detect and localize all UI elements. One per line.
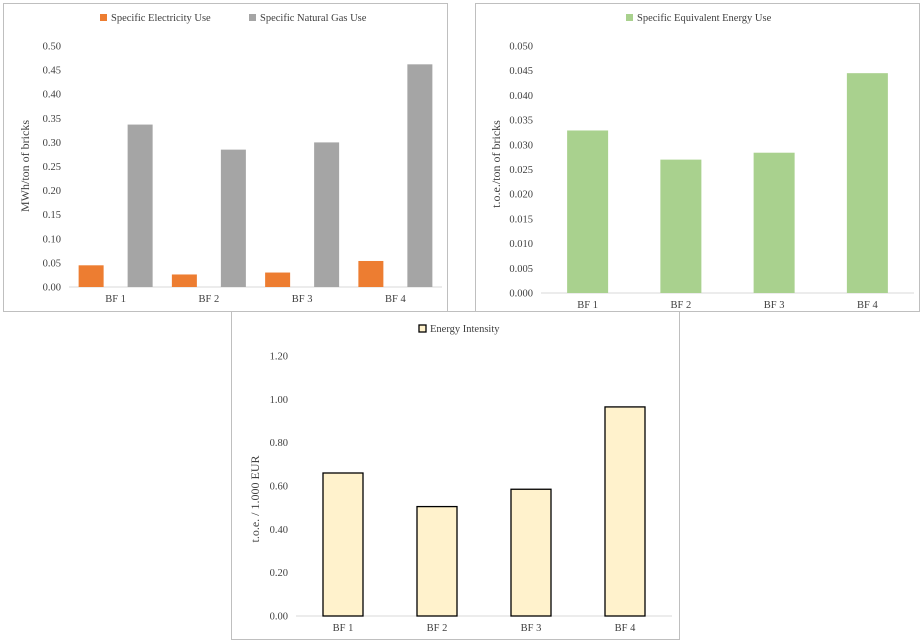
y-tick-label: 0.15 (43, 210, 61, 221)
y-tick-label: 1.20 (270, 352, 288, 363)
y-tick-label: 0.20 (43, 186, 61, 197)
y-axis-title: t.o.e./ton of bricks (489, 120, 503, 208)
y-tick-label: 0.040 (509, 91, 533, 102)
y-tick-label: 0.020 (509, 190, 533, 201)
bar (510, 488, 552, 617)
y-tick-label: 0.30 (43, 138, 61, 149)
bar (407, 64, 433, 287)
chart-svg-3: 0.00 0.20 0.40 0.60 0.80 1.00 1.20 BF 1 BF 2 BF 3… (248, 324, 672, 634)
chart-panel-electricity-gas: 0.00 0.05 0.10 0.15 0.20 0.25 0.30 0.35 0.40 0.45… (3, 3, 448, 312)
chart-panel-equivalent-energy: 0.000 0.005 0.010 0.015 0.020 0.025 0.030 0.035… (475, 3, 920, 312)
legend-label: Energy Intensity (430, 324, 500, 335)
y-tick-label: 0.030 (509, 140, 533, 151)
y-tick-label: 0.045 (509, 66, 533, 77)
bar (753, 152, 795, 293)
y-tick-label: 0.05 (43, 258, 61, 269)
x-tick-label: BF 4 (615, 623, 636, 634)
y-tick-label: 0.10 (43, 234, 61, 245)
legend-swatch (626, 14, 633, 21)
x-tick-label: BF 1 (333, 623, 354, 634)
x-tick-label: BF 2 (199, 294, 220, 305)
bar (314, 142, 340, 287)
y-tick-label: 0.25 (43, 162, 61, 173)
bar (604, 406, 646, 617)
y-tick-label: 0.00 (43, 283, 61, 294)
y-tick-label: 1.00 (270, 395, 288, 406)
x-tick-label: BF 4 (385, 294, 406, 305)
x-tick-label: BF 2 (671, 300, 692, 311)
legend-label: Specific Electricity Use (111, 13, 211, 24)
x-tick-label: BF 3 (292, 294, 313, 305)
legend-swatch (249, 14, 256, 21)
y-tick-label: 0.035 (509, 116, 533, 127)
legend-label: Specific Equivalent Energy Use (637, 13, 772, 24)
y-tick-label: 0.60 (270, 482, 288, 493)
bar (358, 260, 384, 287)
bar (660, 159, 702, 293)
x-tick-label: BF 2 (427, 623, 448, 634)
bar (171, 274, 197, 287)
y-tick-label: 0.80 (270, 438, 288, 449)
y-tick-label: 0.025 (509, 165, 533, 176)
y-tick-label: 0.50 (43, 42, 61, 53)
x-tick-label: BF 4 (857, 300, 878, 311)
x-tick-label: BF 1 (577, 300, 598, 311)
y-tick-label: 0.010 (509, 239, 533, 250)
y-axis-title: MWh/ton of bricks (18, 120, 32, 212)
y-tick-label: 0.35 (43, 114, 61, 125)
y-tick-label: 0.000 (509, 289, 533, 300)
x-tick-label: BF 3 (521, 623, 542, 634)
y-tick-label: 0.40 (43, 90, 61, 101)
chart-svg-1: 0.00 0.05 0.10 0.15 0.20 0.25 0.30 0.35 0.40 0.45… (18, 13, 442, 305)
y-tick-label: 0.00 (270, 612, 288, 623)
bar (416, 505, 458, 617)
bar (78, 265, 104, 287)
y-tick-label: 0.40 (270, 525, 288, 536)
x-tick-label: BF 3 (764, 300, 785, 311)
bar (265, 272, 291, 287)
legend-swatch (100, 14, 107, 21)
y-tick-label: 0.20 (270, 568, 288, 579)
x-tick-label: BF 1 (105, 294, 126, 305)
bar (220, 149, 246, 287)
y-tick-label: 0.015 (509, 214, 533, 225)
y-axis-title: t.o.e. / 1.000 EUR (248, 456, 262, 543)
y-tick-label: 0.005 (509, 264, 533, 275)
bar (127, 124, 153, 287)
bar (322, 472, 364, 617)
bar (567, 130, 609, 293)
chart-panel-energy-intensity: 0.00 0.20 0.40 0.60 0.80 1.00 1.20 BF 1 BF 2 BF 3… (231, 311, 680, 640)
y-tick-label: 0.050 (509, 42, 533, 53)
legend-swatch (418, 324, 427, 333)
chart-svg-2: 0.000 0.005 0.010 0.015 0.020 0.025 0.030 0.035… (489, 13, 914, 311)
y-tick-label: 0.45 (43, 66, 61, 77)
bar (846, 73, 888, 293)
legend-label: Specific Natural Gas Use (260, 13, 367, 24)
